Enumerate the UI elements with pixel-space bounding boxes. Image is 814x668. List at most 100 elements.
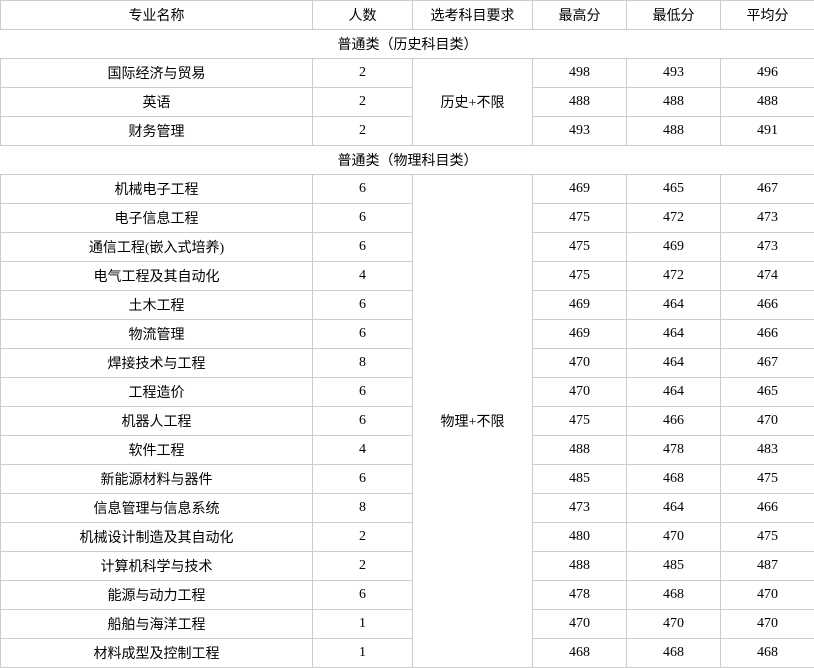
table-row: 计算机科学与技术2488485487 [1,552,814,581]
cell-avg-score: 475 [721,523,814,552]
cell-min-score: 488 [627,88,721,117]
col-header-max: 最高分 [533,1,627,30]
cell-max-score: 488 [533,552,627,581]
cell-major-name: 计算机科学与技术 [1,552,313,581]
cell-major-name: 机械电子工程 [1,175,313,204]
table-row: 焊接技术与工程8470464467 [1,349,814,378]
cell-major-name: 能源与动力工程 [1,581,313,610]
col-header-req: 选考科目要求 [413,1,533,30]
cell-count: 6 [313,320,413,349]
cell-count: 6 [313,378,413,407]
cell-major-name: 船舶与海洋工程 [1,610,313,639]
cell-major-name: 新能源材料与器件 [1,465,313,494]
cell-min-score: 464 [627,349,721,378]
cell-min-score: 468 [627,581,721,610]
cell-avg-score: 473 [721,204,814,233]
table-row: 机器人工程6475466470 [1,407,814,436]
cell-max-score: 469 [533,291,627,320]
cell-max-score: 470 [533,349,627,378]
cell-min-score: 468 [627,639,721,668]
cell-min-score: 464 [627,378,721,407]
cell-max-score: 469 [533,320,627,349]
cell-min-score: 470 [627,523,721,552]
cell-min-score: 465 [627,175,721,204]
cell-subject-req: 历史+不限 [413,59,533,146]
cell-avg-score: 466 [721,494,814,523]
cell-major-name: 机器人工程 [1,407,313,436]
cell-avg-score: 468 [721,639,814,668]
section-physics-title: 普通类（物理科目类） [1,146,814,175]
cell-min-score: 469 [627,233,721,262]
table-row: 土木工程6469464466 [1,291,814,320]
table-row: 材料成型及控制工程1468468468 [1,639,814,668]
cell-min-score: 488 [627,117,721,146]
cell-major-name: 物流管理 [1,320,313,349]
cell-count: 4 [313,436,413,465]
cell-min-score: 470 [627,610,721,639]
cell-count: 6 [313,204,413,233]
col-header-avg: 平均分 [721,1,814,30]
cell-avg-score: 467 [721,349,814,378]
cell-major-name: 焊接技术与工程 [1,349,313,378]
table-row: 电气工程及其自动化4475472474 [1,262,814,291]
cell-avg-score: 483 [721,436,814,465]
cell-count: 1 [313,639,413,668]
cell-avg-score: 465 [721,378,814,407]
table-row: 国际经济与贸易2历史+不限498493496 [1,59,814,88]
cell-max-score: 498 [533,59,627,88]
section-history-title-row: 普通类（历史科目类） [1,30,814,59]
table-row: 船舶与海洋工程1470470470 [1,610,814,639]
cell-count: 2 [313,552,413,581]
cell-avg-score: 473 [721,233,814,262]
table-row: 通信工程(嵌入式培养)6475469473 [1,233,814,262]
cell-avg-score: 491 [721,117,814,146]
cell-min-score: 464 [627,291,721,320]
cell-count: 1 [313,610,413,639]
cell-count: 6 [313,233,413,262]
cell-avg-score: 470 [721,581,814,610]
col-header-name: 专业名称 [1,1,313,30]
cell-major-name: 电气工程及其自动化 [1,262,313,291]
cell-major-name: 通信工程(嵌入式培养) [1,233,313,262]
table-row: 能源与动力工程6 478468470 [1,581,814,610]
cell-count: 2 [313,88,413,117]
cell-max-score: 478 [533,581,627,610]
admission-scores-table: 专业名称人数选考科目要求最高分最低分平均分普通类（历史科目类）国际经济与贸易2历… [0,0,814,668]
cell-count: 6 [313,175,413,204]
section-physics-title-row: 普通类（物理科目类） [1,146,814,175]
table-row: 英语2488488488 [1,88,814,117]
cell-major-name: 信息管理与信息系统 [1,494,313,523]
cell-major-name: 工程造价 [1,378,313,407]
cell-subject-req: 物理+不限 [413,175,533,668]
header-row: 专业名称人数选考科目要求最高分最低分平均分 [1,1,814,30]
cell-avg-score: 488 [721,88,814,117]
cell-max-score: 473 [533,494,627,523]
cell-avg-score: 466 [721,291,814,320]
cell-avg-score: 475 [721,465,814,494]
cell-max-score: 480 [533,523,627,552]
table-row: 软件工程4488478483 [1,436,814,465]
cell-major-name: 机械设计制造及其自动化 [1,523,313,552]
cell-max-score: 475 [533,407,627,436]
cell-count: 6 [313,465,413,494]
cell-min-score: 464 [627,494,721,523]
table-row: 机械设计制造及其自动化2 480470475 [1,523,814,552]
cell-count: 4 [313,262,413,291]
cell-avg-score: 474 [721,262,814,291]
cell-count: 6 [313,581,413,610]
cell-max-score: 488 [533,436,627,465]
table-row: 工程造价6470464465 [1,378,814,407]
cell-min-score: 468 [627,465,721,494]
cell-min-score: 472 [627,204,721,233]
cell-count: 2 [313,523,413,552]
table-row: 财务管理2493488491 [1,117,814,146]
cell-max-score: 468 [533,639,627,668]
cell-max-score: 475 [533,204,627,233]
cell-count: 6 [313,291,413,320]
cell-avg-score: 470 [721,610,814,639]
cell-avg-score: 467 [721,175,814,204]
cell-avg-score: 487 [721,552,814,581]
section-history-title: 普通类（历史科目类） [1,30,814,59]
cell-major-name: 英语 [1,88,313,117]
cell-max-score: 475 [533,262,627,291]
